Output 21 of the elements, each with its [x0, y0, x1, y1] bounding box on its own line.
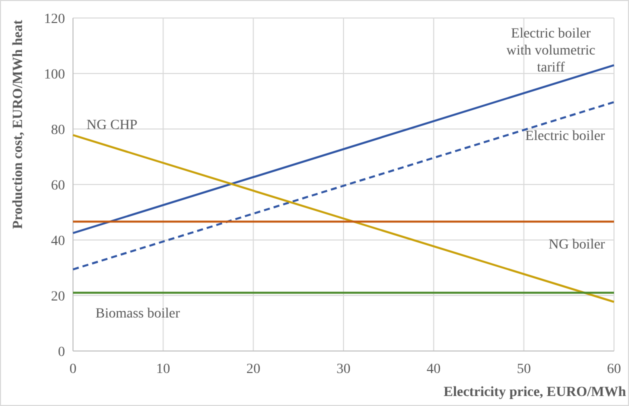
series-label: Biomass boiler — [96, 306, 180, 322]
series-label: NG boiler — [548, 237, 606, 252]
series-label: Electric boiler with volumetric tariff — [506, 26, 596, 76]
y-tick-label: 100 — [44, 67, 65, 82]
x-tick-label: 0 — [70, 362, 76, 377]
x-tick-label: 50 — [516, 362, 531, 377]
y-tick-label: 0 — [58, 344, 65, 360]
x-tick-label: 20 — [246, 362, 260, 377]
y-tick-label: 60 — [51, 178, 65, 194]
series-label: Electric boiler — [525, 129, 606, 144]
x-axis-title: Electricity price, EURO/MWh — [444, 385, 626, 400]
x-tick-label: 10 — [156, 362, 170, 377]
series-label: NG CHP — [86, 118, 138, 133]
x-tick-label: 40 — [426, 362, 441, 377]
y-tick-label: 40 — [51, 234, 65, 249]
y-tick-label: 20 — [51, 289, 65, 304]
y-tick-label: 80 — [51, 122, 65, 138]
y-axis-title: Production cost, EURO/MWh heat — [11, 20, 26, 229]
x-tick-label: 60 — [607, 362, 621, 377]
x-tick-label: 30 — [336, 362, 350, 377]
y-tick-label: 120 — [44, 12, 65, 27]
